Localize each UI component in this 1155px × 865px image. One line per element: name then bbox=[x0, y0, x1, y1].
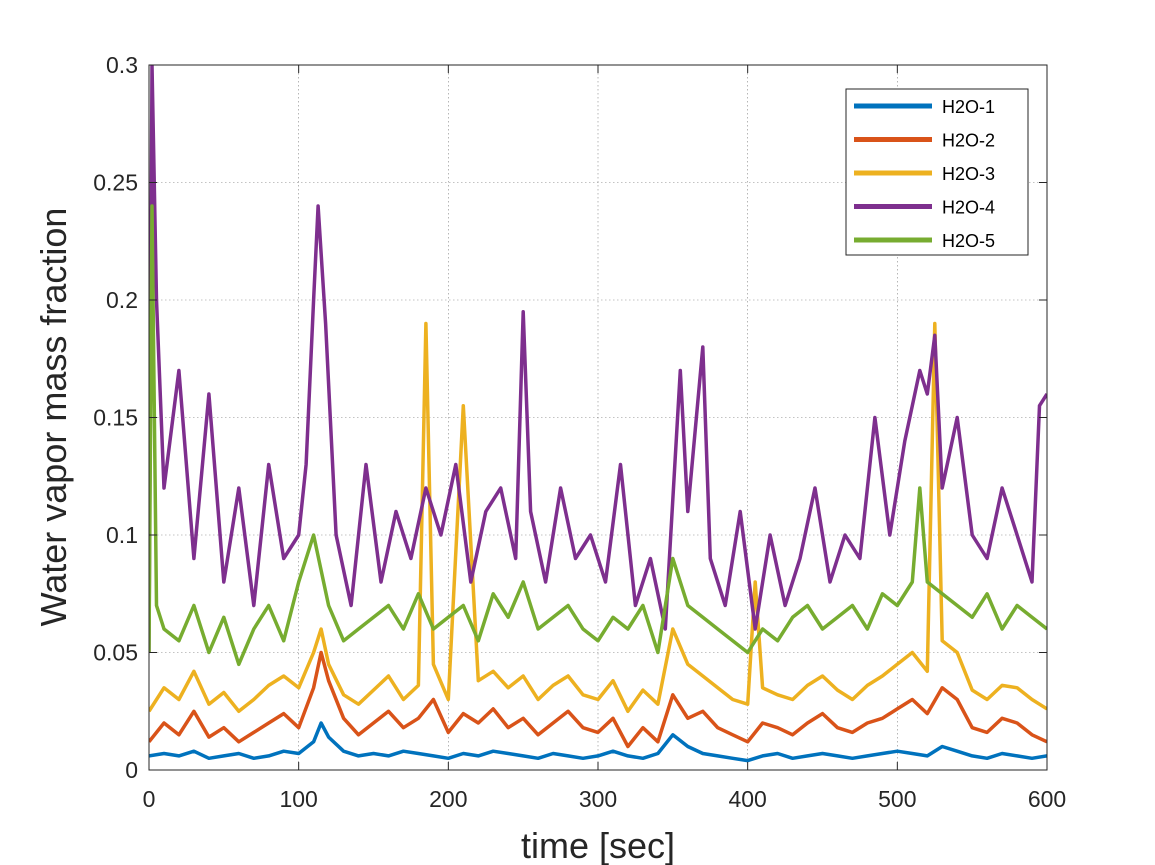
x-tick-label: 400 bbox=[728, 786, 766, 812]
x-tick-label: 100 bbox=[279, 786, 317, 812]
data-series bbox=[149, 65, 1047, 763]
x-tick-label: 500 bbox=[878, 786, 916, 812]
y-tick-label: 0.15 bbox=[93, 405, 138, 431]
axis-ticks: 0 100 200 300 400 500 600 0 0.05 0.1 0.15 0.2 0.25 0.… bbox=[93, 52, 1066, 812]
series-line-h2o-3 bbox=[149, 321, 1047, 714]
legend: H2O-1 H2O-2 H2O-3 H2O-4 H2O-5 bbox=[845, 88, 1029, 256]
legend-entry-label: H2O-5 bbox=[942, 231, 995, 251]
grid-lines bbox=[148, 64, 1048, 771]
series-line-h2o-4 bbox=[149, 65, 1047, 653]
y-axis-label: Water vapor mass fraction bbox=[33, 208, 74, 627]
y-tick-label: 0 bbox=[125, 757, 138, 783]
legend-entry-label: H2O-3 bbox=[942, 164, 995, 184]
legend-entry-label: H2O-4 bbox=[942, 198, 995, 218]
y-tick-label: 0.05 bbox=[93, 640, 138, 666]
legend-entry-label: H2O-1 bbox=[942, 97, 995, 117]
series-line-h2o-5 bbox=[149, 204, 1047, 667]
x-tick-label: 600 bbox=[1028, 786, 1066, 812]
x-tick-label: 300 bbox=[579, 786, 617, 812]
x-tick-label: 0 bbox=[143, 786, 156, 812]
x-tick-label: 200 bbox=[429, 786, 467, 812]
x-axis-label: time [sec] bbox=[521, 825, 675, 865]
y-tick-label: 0.25 bbox=[93, 170, 138, 196]
y-tick-label: 0.1 bbox=[106, 522, 138, 548]
y-tick-label: 0.3 bbox=[106, 52, 138, 78]
series-line-h2o-1 bbox=[149, 721, 1047, 763]
legend-entry-label: H2O-2 bbox=[942, 131, 995, 151]
series-line-h2o-2 bbox=[149, 650, 1047, 749]
y-tick-label: 0.2 bbox=[106, 287, 138, 313]
